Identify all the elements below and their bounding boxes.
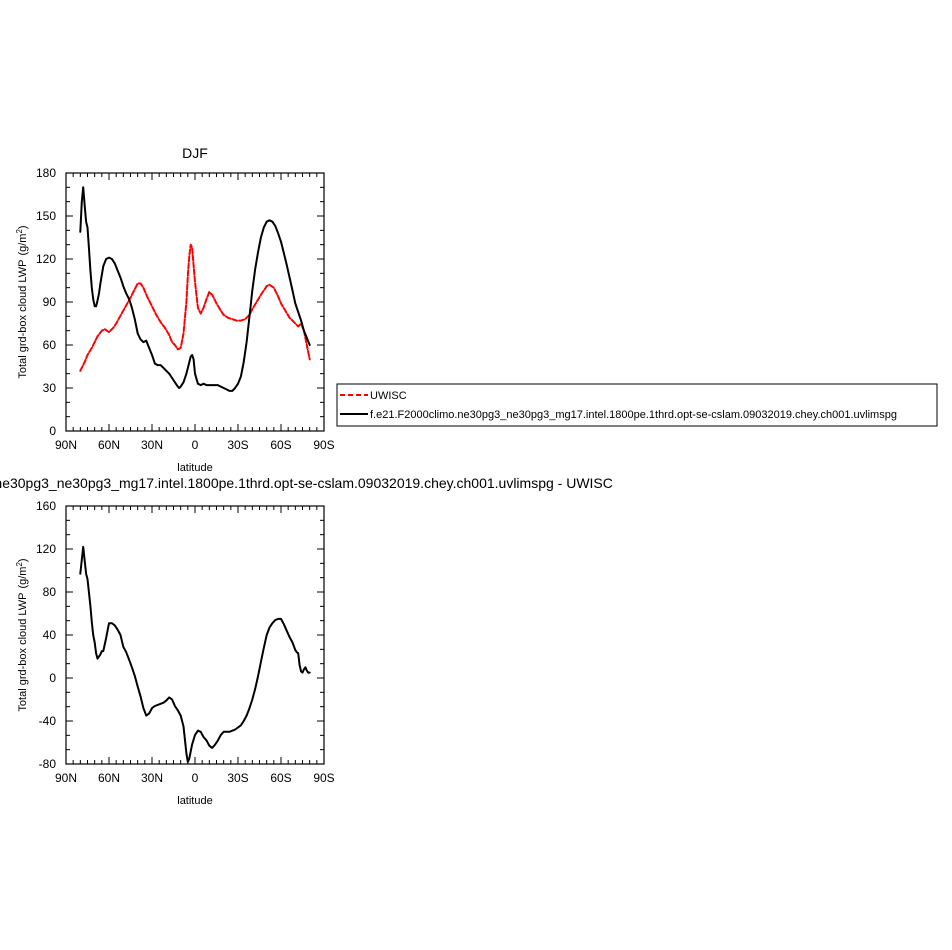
bottom-x-tick-label: 60N [98,771,120,785]
bottom-y-tick-label: 0 [49,671,56,685]
top-series-line-0 [79,243,311,372]
top-y-tick-label: 60 [43,338,57,352]
bottom-panel-title: f.e21.F2000climo.ne30pg3_ne30pg3_mg17.in… [0,475,613,491]
top-y-axis-label-main: Total grd-box cloud LWP [17,260,29,379]
bottom-y-axis-label-main: Total grd-box cloud LWP [17,593,29,712]
legend-label-uwisc: UWISC [370,390,407,402]
top-panel-djf: DJF 90N 60N 30N 0 30S 60S 90S 0 30 60 90 120 150 180… [15,145,335,474]
top-series-line-1 [79,186,311,392]
legend-box [336,383,938,427]
bottom-y-tick-label: 40 [43,628,57,642]
bottom-y-tick-label: -40 [39,714,57,728]
bottom-panel-difference: f.e21.F2000climo.ne30pg3_ne30pg3_mg17.in… [0,475,613,807]
top-x-tick-label: 30N [141,438,163,452]
top-y-tick-label: 30 [43,381,57,395]
bottom-plot-frame [65,505,325,765]
top-panel-legend: UWISC f.e21.F2000climo.ne30pg3_ne30pg3_m… [336,383,938,427]
top-y-axis-label: Total grd-box cloud LWP (g/m2) [15,225,29,378]
bottom-y-tick-label: 80 [43,585,57,599]
top-y-tick-label: 180 [36,166,56,180]
bottom-x-axis-label: latitude [177,795,212,807]
bottom-x-tick-label: 30S [227,771,248,785]
top-x-tick-label: 30S [227,438,248,452]
bottom-series-line-0 [79,545,311,763]
bottom-y-tick-label: 120 [36,542,56,556]
top-y-tick-label: 120 [36,252,56,266]
bottom-x-tick-label: 90S [313,771,334,785]
top-x-tick-label: 60S [270,438,291,452]
bottom-y-tick-label: 160 [36,499,56,513]
bottom-y-axis-label-unit-sup: 2 [15,562,24,567]
top-y-axis-label-unit-sup: 2 [15,229,24,234]
top-y-tick-label: 150 [36,209,56,223]
top-y-axis-label-unit: (g/m [17,234,29,256]
top-x-tick-label: 90N [55,438,77,452]
top-y-axis-label-unit-close: ) [17,225,29,229]
bottom-x-tick-label: 60S [270,771,291,785]
top-y-tick-label: 90 [43,295,57,309]
top-x-tick-label: 60N [98,438,120,452]
bottom-y-axis-label-unit: (g/m [17,567,29,589]
top-x-tick-label: 0 [192,438,199,452]
bottom-x-tick-label: 90N [55,771,77,785]
legend-label-model: f.e21.F2000climo.ne30pg3_ne30pg3_mg17.in… [370,409,897,421]
bottom-y-axis-label-unit-close: ) [17,558,29,562]
bottom-x-tick-label: 30N [141,771,163,785]
top-x-tick-label: 90S [313,438,334,452]
top-panel-title: DJF [182,145,208,161]
top-x-axis-label: latitude [177,462,212,474]
top-plot-frame [65,172,325,432]
bottom-x-tick-label: 0 [192,771,199,785]
bottom-y-tick-label: -80 [39,757,57,771]
bottom-y-axis-label: Total grd-box cloud LWP (g/m2) [15,558,29,711]
top-y-tick-label: 0 [49,424,56,438]
